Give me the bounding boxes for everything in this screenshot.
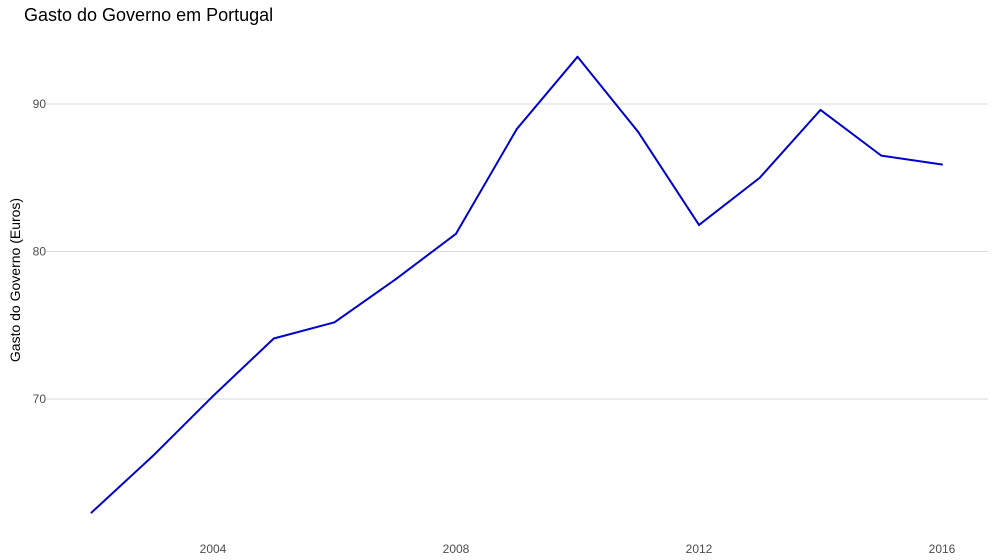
data-point [90, 511, 93, 514]
data-point [272, 337, 275, 340]
data-point [880, 154, 883, 157]
y-tick-label: 70 [33, 392, 47, 406]
data-point [151, 455, 154, 458]
x-axis-ticks: 2004 2008 2012 2016 [200, 542, 956, 556]
data-point [637, 131, 640, 134]
y-axis-label: Gasto do Governo (Euros) [7, 198, 23, 362]
x-tick-label: 2008 [443, 542, 470, 556]
data-point [576, 55, 579, 58]
data-point [333, 321, 336, 324]
data-point [455, 232, 457, 235]
series-line [90, 55, 943, 514]
x-tick-label: 2012 [686, 542, 713, 556]
data-point [394, 278, 397, 281]
y-axis-ticks: 70 80 90 [33, 97, 47, 406]
gridlines [46, 103, 988, 400]
data-point [698, 223, 700, 226]
x-tick-label: 2016 [929, 542, 956, 556]
data-point [515, 128, 518, 131]
data-point [819, 108, 822, 111]
y-tick-label: 90 [33, 97, 47, 111]
data-point [758, 176, 761, 179]
series-group [90, 55, 943, 514]
chart-title: Gasto do Governo em Portugal [24, 5, 274, 25]
y-tick-label: 80 [33, 245, 47, 259]
x-tick-label: 2004 [200, 542, 227, 556]
data-point [941, 163, 943, 166]
data-point [212, 395, 214, 398]
